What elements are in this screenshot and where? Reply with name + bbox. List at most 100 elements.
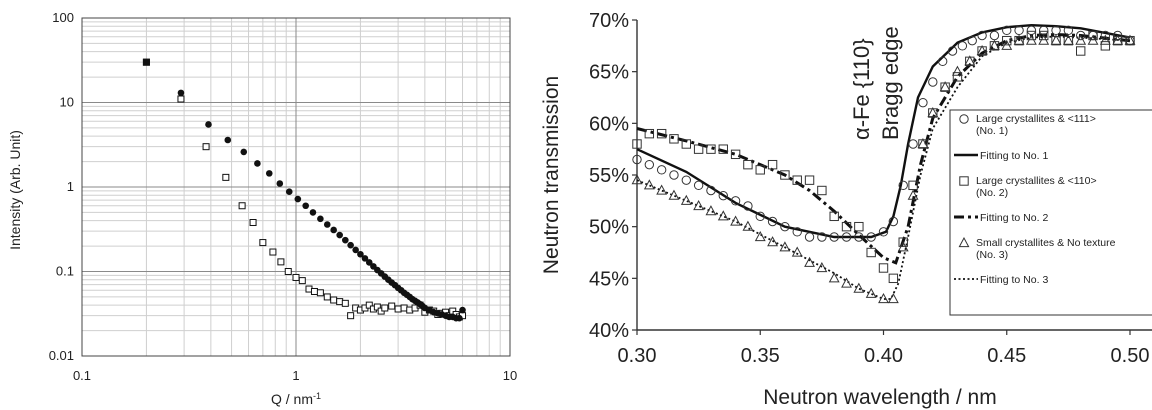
measured-triangle-point bbox=[631, 174, 643, 185]
fit-line-dotted bbox=[636, 35, 1131, 300]
measured-triangle-point bbox=[1050, 34, 1062, 45]
measured-circle-point bbox=[898, 180, 908, 191]
measured-circle-point bbox=[947, 46, 958, 56]
measured-square-point bbox=[804, 175, 815, 185]
left-filled-circle-point bbox=[302, 202, 309, 210]
measured-circle-point bbox=[1112, 30, 1123, 41]
right-x-axis-label: Neutron wavelength / nm bbox=[763, 386, 996, 409]
right-x-tick-label: 0.40 bbox=[864, 345, 903, 367]
left-open-square-point bbox=[347, 312, 355, 320]
measured-square-point bbox=[755, 165, 765, 175]
left-filled-circle-point bbox=[317, 215, 324, 223]
measured-triangle-point bbox=[693, 199, 705, 211]
measured-circle-point bbox=[767, 216, 778, 227]
measured-square-point bbox=[693, 144, 704, 154]
left-open-square-point bbox=[238, 202, 246, 210]
left-y-axis-label: Intensity (Arb. Unit) bbox=[7, 130, 23, 250]
fit-line-solid bbox=[636, 23, 1131, 239]
left-open-square-point bbox=[259, 239, 267, 247]
measured-triangle-point bbox=[1001, 39, 1013, 50]
left-grid bbox=[81, 17, 511, 357]
legend-label: Large crystallites & <110> bbox=[976, 175, 1097, 187]
left-open-square-point bbox=[330, 296, 338, 304]
right-y-tick-label: 65% bbox=[589, 62, 629, 84]
measured-triangle-point bbox=[897, 241, 909, 252]
measured-triangle-point bbox=[952, 65, 963, 76]
measured-circle-point bbox=[780, 221, 790, 232]
measured-square-point bbox=[898, 237, 908, 247]
left-open-square-point bbox=[373, 303, 381, 311]
left-y-tick-label: 10 bbox=[60, 95, 74, 110]
right-legend: Large crystallites & <111>(No. 1) Fitting… bbox=[949, 109, 1152, 316]
measured-triangle-point bbox=[988, 39, 1000, 50]
legend-circle-marker bbox=[959, 114, 969, 124]
left-open-square-point bbox=[222, 173, 230, 181]
right-y-tick-label: 60% bbox=[589, 113, 629, 135]
left-filled-circle-point bbox=[347, 241, 354, 249]
measured-square-point bbox=[669, 134, 679, 144]
measured-circle-point bbox=[1076, 30, 1086, 41]
measured-triangle-point bbox=[1038, 34, 1050, 45]
legend-square-marker bbox=[959, 176, 969, 186]
left-filled-point bbox=[142, 58, 150, 66]
legend-label: Fitting to No. 2 bbox=[980, 212, 1048, 224]
measured-triangle-point bbox=[1013, 34, 1025, 45]
bragg-annotation-line-2: Bragg edge bbox=[878, 26, 903, 140]
measured-triangle-point bbox=[853, 282, 865, 293]
measured-circle-point bbox=[632, 154, 642, 165]
measured-triangle-point bbox=[742, 220, 754, 231]
measured-circle-point bbox=[718, 190, 728, 201]
measured-triangle-point bbox=[779, 241, 791, 252]
left-filled-circle-point bbox=[276, 180, 284, 187]
measured-triangle-point bbox=[730, 215, 742, 226]
left-chart: 0.1 1 10 0.01 0.1 1 10 100 Q / nm-1 Intensity (… bbox=[7, 10, 517, 407]
legend-label: Fitting to No. 1 bbox=[980, 150, 1048, 162]
measured-square-point bbox=[1026, 30, 1037, 41]
measured-triangle-point bbox=[804, 256, 815, 267]
left-y-tick-label: 0.1 bbox=[56, 264, 74, 279]
measured-triangle-point bbox=[917, 137, 929, 149]
left-open-square-point bbox=[365, 301, 373, 309]
left-filled-circle-point bbox=[342, 236, 349, 244]
right-tick-labels: 40% 45% 50% 55% 60% 65% 70% 0.30 0.35 0.40 0.45 0.5… bbox=[589, 10, 1150, 367]
right-y-tick-label: 45% bbox=[589, 268, 629, 290]
measured-square-point bbox=[681, 139, 691, 149]
left-data-points bbox=[142, 58, 467, 322]
measured-square-point bbox=[632, 139, 642, 149]
left-plot-frame bbox=[81, 17, 511, 357]
measured-triangle-point bbox=[1062, 34, 1074, 45]
right-data-points bbox=[631, 25, 1136, 304]
left-open-square-point bbox=[323, 293, 331, 301]
measured-circle-point bbox=[866, 232, 876, 242]
left-open-square-point bbox=[394, 305, 402, 313]
measured-square-point bbox=[1039, 30, 1049, 41]
measured-triangle-point bbox=[668, 189, 680, 200]
measured-circle-point bbox=[693, 180, 704, 191]
left-filled-circle-point bbox=[330, 226, 337, 234]
left-y-tick-label: 100 bbox=[52, 10, 74, 25]
left-open-square-point bbox=[336, 298, 344, 306]
measured-circle-point bbox=[854, 232, 864, 242]
measured-circle-point bbox=[706, 185, 716, 196]
measured-triangle-point bbox=[656, 184, 668, 195]
left-filled-circle-point bbox=[254, 160, 261, 167]
left-filled-circle-point bbox=[309, 209, 317, 216]
measured-circle-point bbox=[792, 227, 802, 237]
measured-square-point bbox=[743, 159, 753, 170]
measured-triangle-point bbox=[1025, 34, 1037, 45]
measured-triangle-point bbox=[907, 189, 919, 200]
measured-circle-point bbox=[804, 232, 815, 242]
left-filled-circle-point bbox=[265, 170, 273, 177]
left-open-square-point bbox=[381, 304, 389, 312]
left-filled-circle-point bbox=[357, 250, 364, 258]
measured-triangle-point bbox=[927, 106, 939, 118]
measured-square-point bbox=[866, 247, 876, 258]
left-x-axis-label: Q / nm-1 bbox=[271, 391, 321, 407]
measured-circle-point bbox=[841, 232, 852, 242]
measured-circle-point bbox=[989, 30, 1000, 41]
measured-circle-point bbox=[918, 97, 928, 108]
left-x-tick-label: 10 bbox=[503, 368, 517, 383]
measured-square-point bbox=[1002, 35, 1012, 46]
legend-box bbox=[949, 109, 1152, 316]
